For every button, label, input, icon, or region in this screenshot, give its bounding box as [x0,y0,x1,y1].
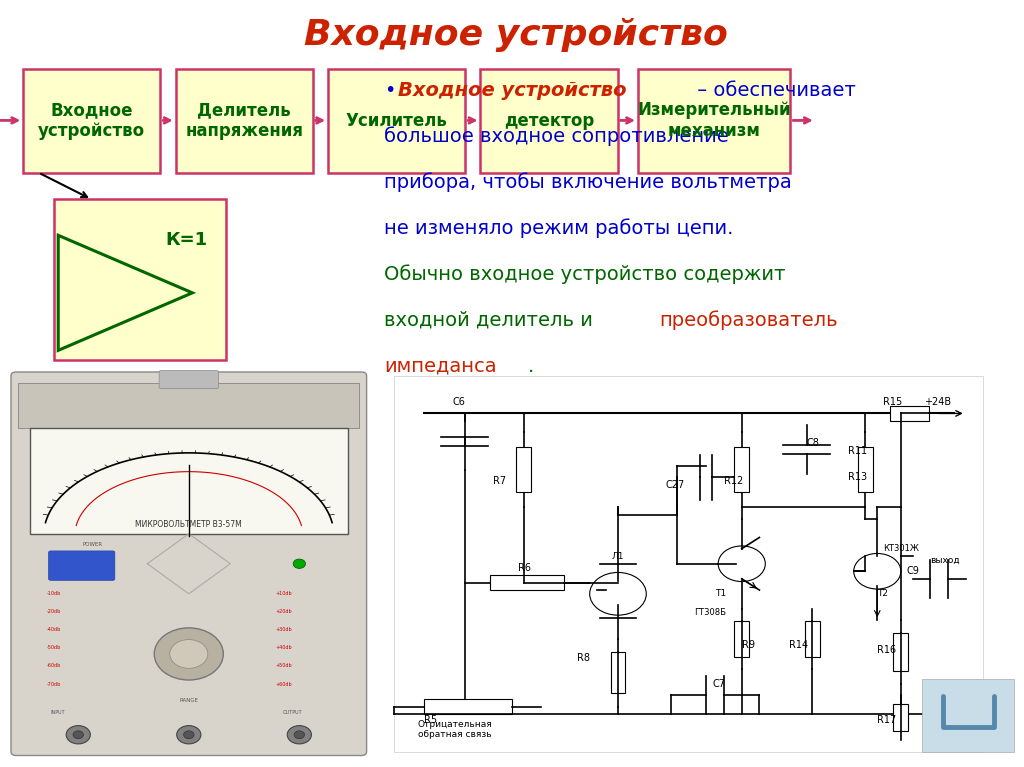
Circle shape [155,628,223,680]
Text: R14: R14 [788,640,808,650]
Text: +50db: +50db [275,663,293,669]
Circle shape [294,731,304,739]
Text: +20db: +20db [275,609,293,614]
Text: RANGE: RANGE [179,699,199,703]
Text: С8: С8 [807,439,819,449]
FancyBboxPatch shape [923,679,1014,752]
FancyBboxPatch shape [24,69,161,173]
FancyBboxPatch shape [894,633,908,671]
Text: Л1: Л1 [612,551,625,561]
Text: Отрицательная
обратная связь: Отрицательная обратная связь [418,719,493,739]
Text: R7: R7 [493,476,506,486]
Text: Входное
устройство: Входное устройство [38,101,145,140]
Text: К=1: К=1 [166,231,208,249]
Text: Входное устройство: Входное устройство [304,18,728,51]
Circle shape [718,546,765,581]
Text: Т1: Т1 [715,589,726,598]
Text: .: . [528,357,535,376]
FancyBboxPatch shape [894,704,908,732]
Text: Обычно входное устройство содержит: Обычно входное устройство содержит [384,265,785,285]
Text: выход: выход [931,555,959,565]
Text: не изменяло режим работы цепи.: не изменяло режим работы цепи. [384,219,733,239]
Text: R9: R9 [741,640,755,650]
Text: детектор: детектор [504,112,594,130]
FancyBboxPatch shape [11,372,367,755]
Text: -50db: -50db [47,646,61,650]
Text: Усилитель: Усилитель [346,112,447,130]
FancyBboxPatch shape [18,384,359,429]
FancyBboxPatch shape [638,69,791,173]
Text: INPUT: INPUT [50,709,65,715]
Text: R8: R8 [577,653,590,663]
Text: С9: С9 [906,566,920,576]
Text: -20db: -20db [47,609,61,614]
FancyBboxPatch shape [159,370,218,389]
Text: +10db: +10db [275,591,293,596]
Text: +60db: +60db [275,682,293,686]
Text: импеданса: импеданса [384,357,497,376]
Circle shape [183,731,194,739]
Text: КТ301Ж: КТ301Ж [883,545,920,553]
FancyBboxPatch shape [328,69,465,173]
FancyBboxPatch shape [48,551,115,581]
Circle shape [177,726,201,744]
Text: R15: R15 [883,397,902,407]
Text: R5: R5 [424,715,436,725]
FancyBboxPatch shape [890,406,929,421]
Text: прибора, чтобы включение вольтметра: прибора, чтобы включение вольтметра [384,173,792,193]
Text: R11: R11 [848,446,867,456]
FancyBboxPatch shape [30,429,348,534]
Text: -40db: -40db [47,627,61,632]
FancyBboxPatch shape [858,447,872,492]
FancyBboxPatch shape [734,621,750,657]
FancyBboxPatch shape [175,69,312,173]
Text: -10db: -10db [47,591,61,596]
Text: ГТ308Б: ГТ308Б [694,608,727,617]
Text: POWER: POWER [82,542,102,547]
Text: R16: R16 [878,645,896,655]
Circle shape [288,726,311,744]
FancyBboxPatch shape [489,575,564,590]
Text: Входное устройство: Входное устройство [398,81,627,100]
Text: МИКРОВОЛЬТМЕТР В3-57М: МИКРОВОЛЬТМЕТР В3-57М [135,520,242,528]
Text: преобразователь: преобразователь [659,311,838,331]
Circle shape [170,640,208,668]
Text: +40db: +40db [275,646,293,650]
Text: входной делитель и: входной делитель и [384,311,599,330]
Text: R12: R12 [724,476,743,486]
Text: OUTPUT: OUTPUT [283,709,302,715]
FancyBboxPatch shape [53,199,226,360]
FancyBboxPatch shape [805,621,820,657]
Circle shape [293,559,305,568]
Circle shape [590,572,646,615]
Circle shape [854,554,901,589]
Text: – обеспечивает: – обеспечивает [691,81,856,100]
Text: Делитель
напряжения: Делитель напряжения [185,101,303,140]
FancyBboxPatch shape [480,69,617,173]
Text: -70db: -70db [47,682,61,686]
Text: +30db: +30db [275,627,293,632]
Text: R6: R6 [518,562,530,572]
FancyBboxPatch shape [424,699,512,714]
Text: С6: С6 [453,397,466,407]
Text: R17: R17 [878,715,897,725]
Circle shape [67,726,90,744]
FancyBboxPatch shape [734,447,750,492]
Text: •: • [384,81,395,100]
Text: С7: С7 [713,679,725,689]
Text: R13: R13 [848,472,867,482]
Circle shape [73,731,83,739]
Text: +24В: +24В [925,397,951,407]
Text: С27: С27 [666,480,684,490]
Text: Измерительный
механизм: Измерительный механизм [637,101,791,140]
FancyBboxPatch shape [516,447,531,492]
FancyBboxPatch shape [394,376,983,752]
Text: большое входное сопротивление: большое входное сопротивление [384,127,729,146]
FancyBboxPatch shape [610,653,626,693]
Text: Т2: Т2 [878,589,888,598]
Text: -60db: -60db [47,663,61,669]
